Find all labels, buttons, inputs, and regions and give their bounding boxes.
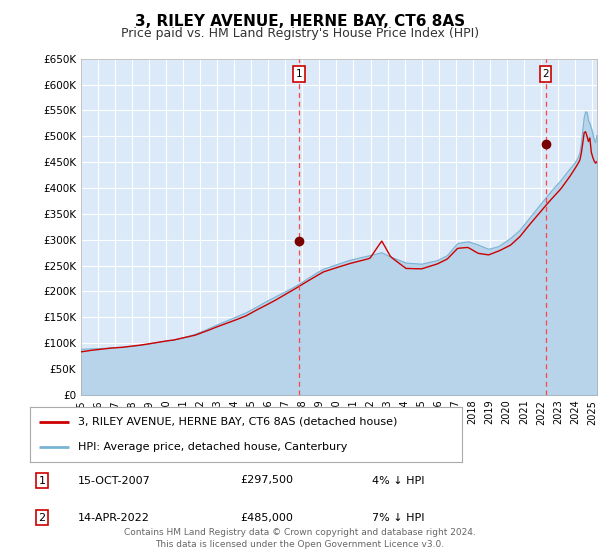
Text: 3, RILEY AVENUE, HERNE BAY, CT6 8AS: 3, RILEY AVENUE, HERNE BAY, CT6 8AS [135,14,465,29]
Text: 14-APR-2022: 14-APR-2022 [78,512,150,522]
Text: 2: 2 [542,69,549,79]
Text: 3, RILEY AVENUE, HERNE BAY, CT6 8AS (detached house): 3, RILEY AVENUE, HERNE BAY, CT6 8AS (det… [77,417,397,427]
Text: 1: 1 [38,475,46,486]
Text: HPI: Average price, detached house, Canterbury: HPI: Average price, detached house, Cant… [77,442,347,452]
Text: 1: 1 [295,69,302,79]
Text: £485,000: £485,000 [240,512,293,522]
Text: Contains HM Land Registry data © Crown copyright and database right 2024.: Contains HM Land Registry data © Crown c… [124,528,476,536]
Text: 4% ↓ HPI: 4% ↓ HPI [372,475,425,486]
Text: £297,500: £297,500 [240,475,293,486]
Text: 7% ↓ HPI: 7% ↓ HPI [372,512,425,522]
Text: This data is licensed under the Open Government Licence v3.0.: This data is licensed under the Open Gov… [155,540,445,549]
Text: 15-OCT-2007: 15-OCT-2007 [78,475,151,486]
Text: 2: 2 [38,512,46,522]
Text: Price paid vs. HM Land Registry's House Price Index (HPI): Price paid vs. HM Land Registry's House … [121,27,479,40]
